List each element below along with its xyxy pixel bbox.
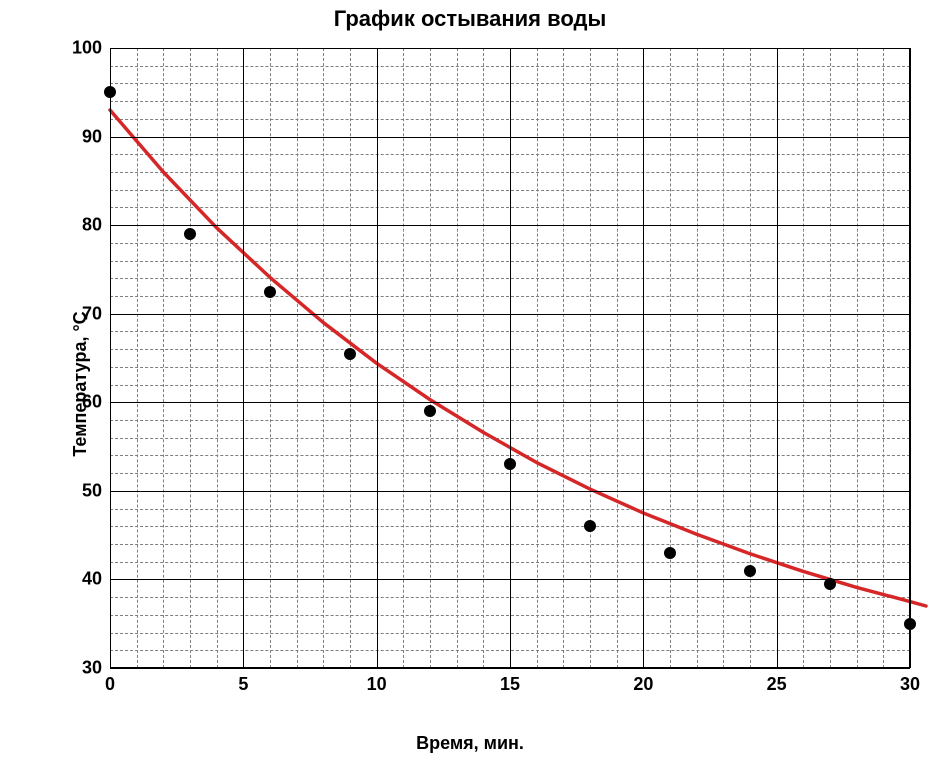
x-tick-label: 10 [367,668,387,695]
data-point [104,86,116,98]
data-point [344,348,356,360]
major-gridline-v [377,48,378,668]
major-gridline-h [110,668,910,669]
minor-gridline-v [617,48,618,668]
minor-gridline-v [723,48,724,668]
major-gridline-v [910,48,911,668]
x-tick-label: 30 [900,668,920,695]
major-gridline-h [110,314,910,315]
minor-gridline-v [537,48,538,668]
y-tick-label: 90 [82,126,110,147]
y-tick-label: 80 [82,215,110,236]
major-gridline-v [110,48,111,668]
data-point [904,618,916,630]
major-gridline-h [110,225,910,226]
y-tick-label: 30 [82,658,110,679]
major-gridline-v [643,48,644,668]
minor-gridline-v [430,48,431,668]
minor-gridline-v [403,48,404,668]
major-gridline-h [110,137,910,138]
x-tick-label: 25 [767,668,787,695]
x-axis-label: Время, мин. [0,733,940,754]
y-tick-label: 70 [82,303,110,324]
data-point [744,565,756,577]
major-gridline-v [777,48,778,668]
minor-gridline-v [457,48,458,668]
data-point [824,578,836,590]
minor-gridline-v [590,48,591,668]
plot-area: 05101520253030405060708090100 [110,48,910,668]
minor-gridline-v [217,48,218,668]
data-point [664,547,676,559]
minor-gridline-v [163,48,164,668]
minor-gridline-v [857,48,858,668]
data-point [424,405,436,417]
major-gridline-h [110,579,910,580]
x-tick-label: 15 [500,668,520,695]
minor-gridline-v [697,48,698,668]
data-point [184,228,196,240]
y-tick-label: 60 [82,392,110,413]
data-point [264,286,276,298]
minor-gridline-v [563,48,564,668]
minor-gridline-v [803,48,804,668]
major-gridline-h [110,48,910,49]
minor-gridline-v [270,48,271,668]
y-tick-label: 100 [72,38,110,59]
minor-gridline-v [483,48,484,668]
minor-gridline-v [190,48,191,668]
minor-gridline-v [830,48,831,668]
major-gridline-v [243,48,244,668]
minor-gridline-v [883,48,884,668]
major-gridline-h [110,491,910,492]
minor-gridline-v [323,48,324,668]
chart-container: График остывания воды Температура, °С Вр… [0,0,940,768]
minor-gridline-v [137,48,138,668]
data-point [504,458,516,470]
major-gridline-v [510,48,511,668]
major-gridline-h [110,402,910,403]
data-point [584,520,596,532]
x-tick-label: 5 [238,668,248,695]
chart-title: График остывания воды [0,6,940,32]
y-tick-label: 50 [82,480,110,501]
y-axis-label: Температура, °С [70,311,91,456]
minor-gridline-v [670,48,671,668]
y-tick-label: 40 [82,569,110,590]
x-tick-label: 20 [633,668,653,695]
minor-gridline-v [297,48,298,668]
